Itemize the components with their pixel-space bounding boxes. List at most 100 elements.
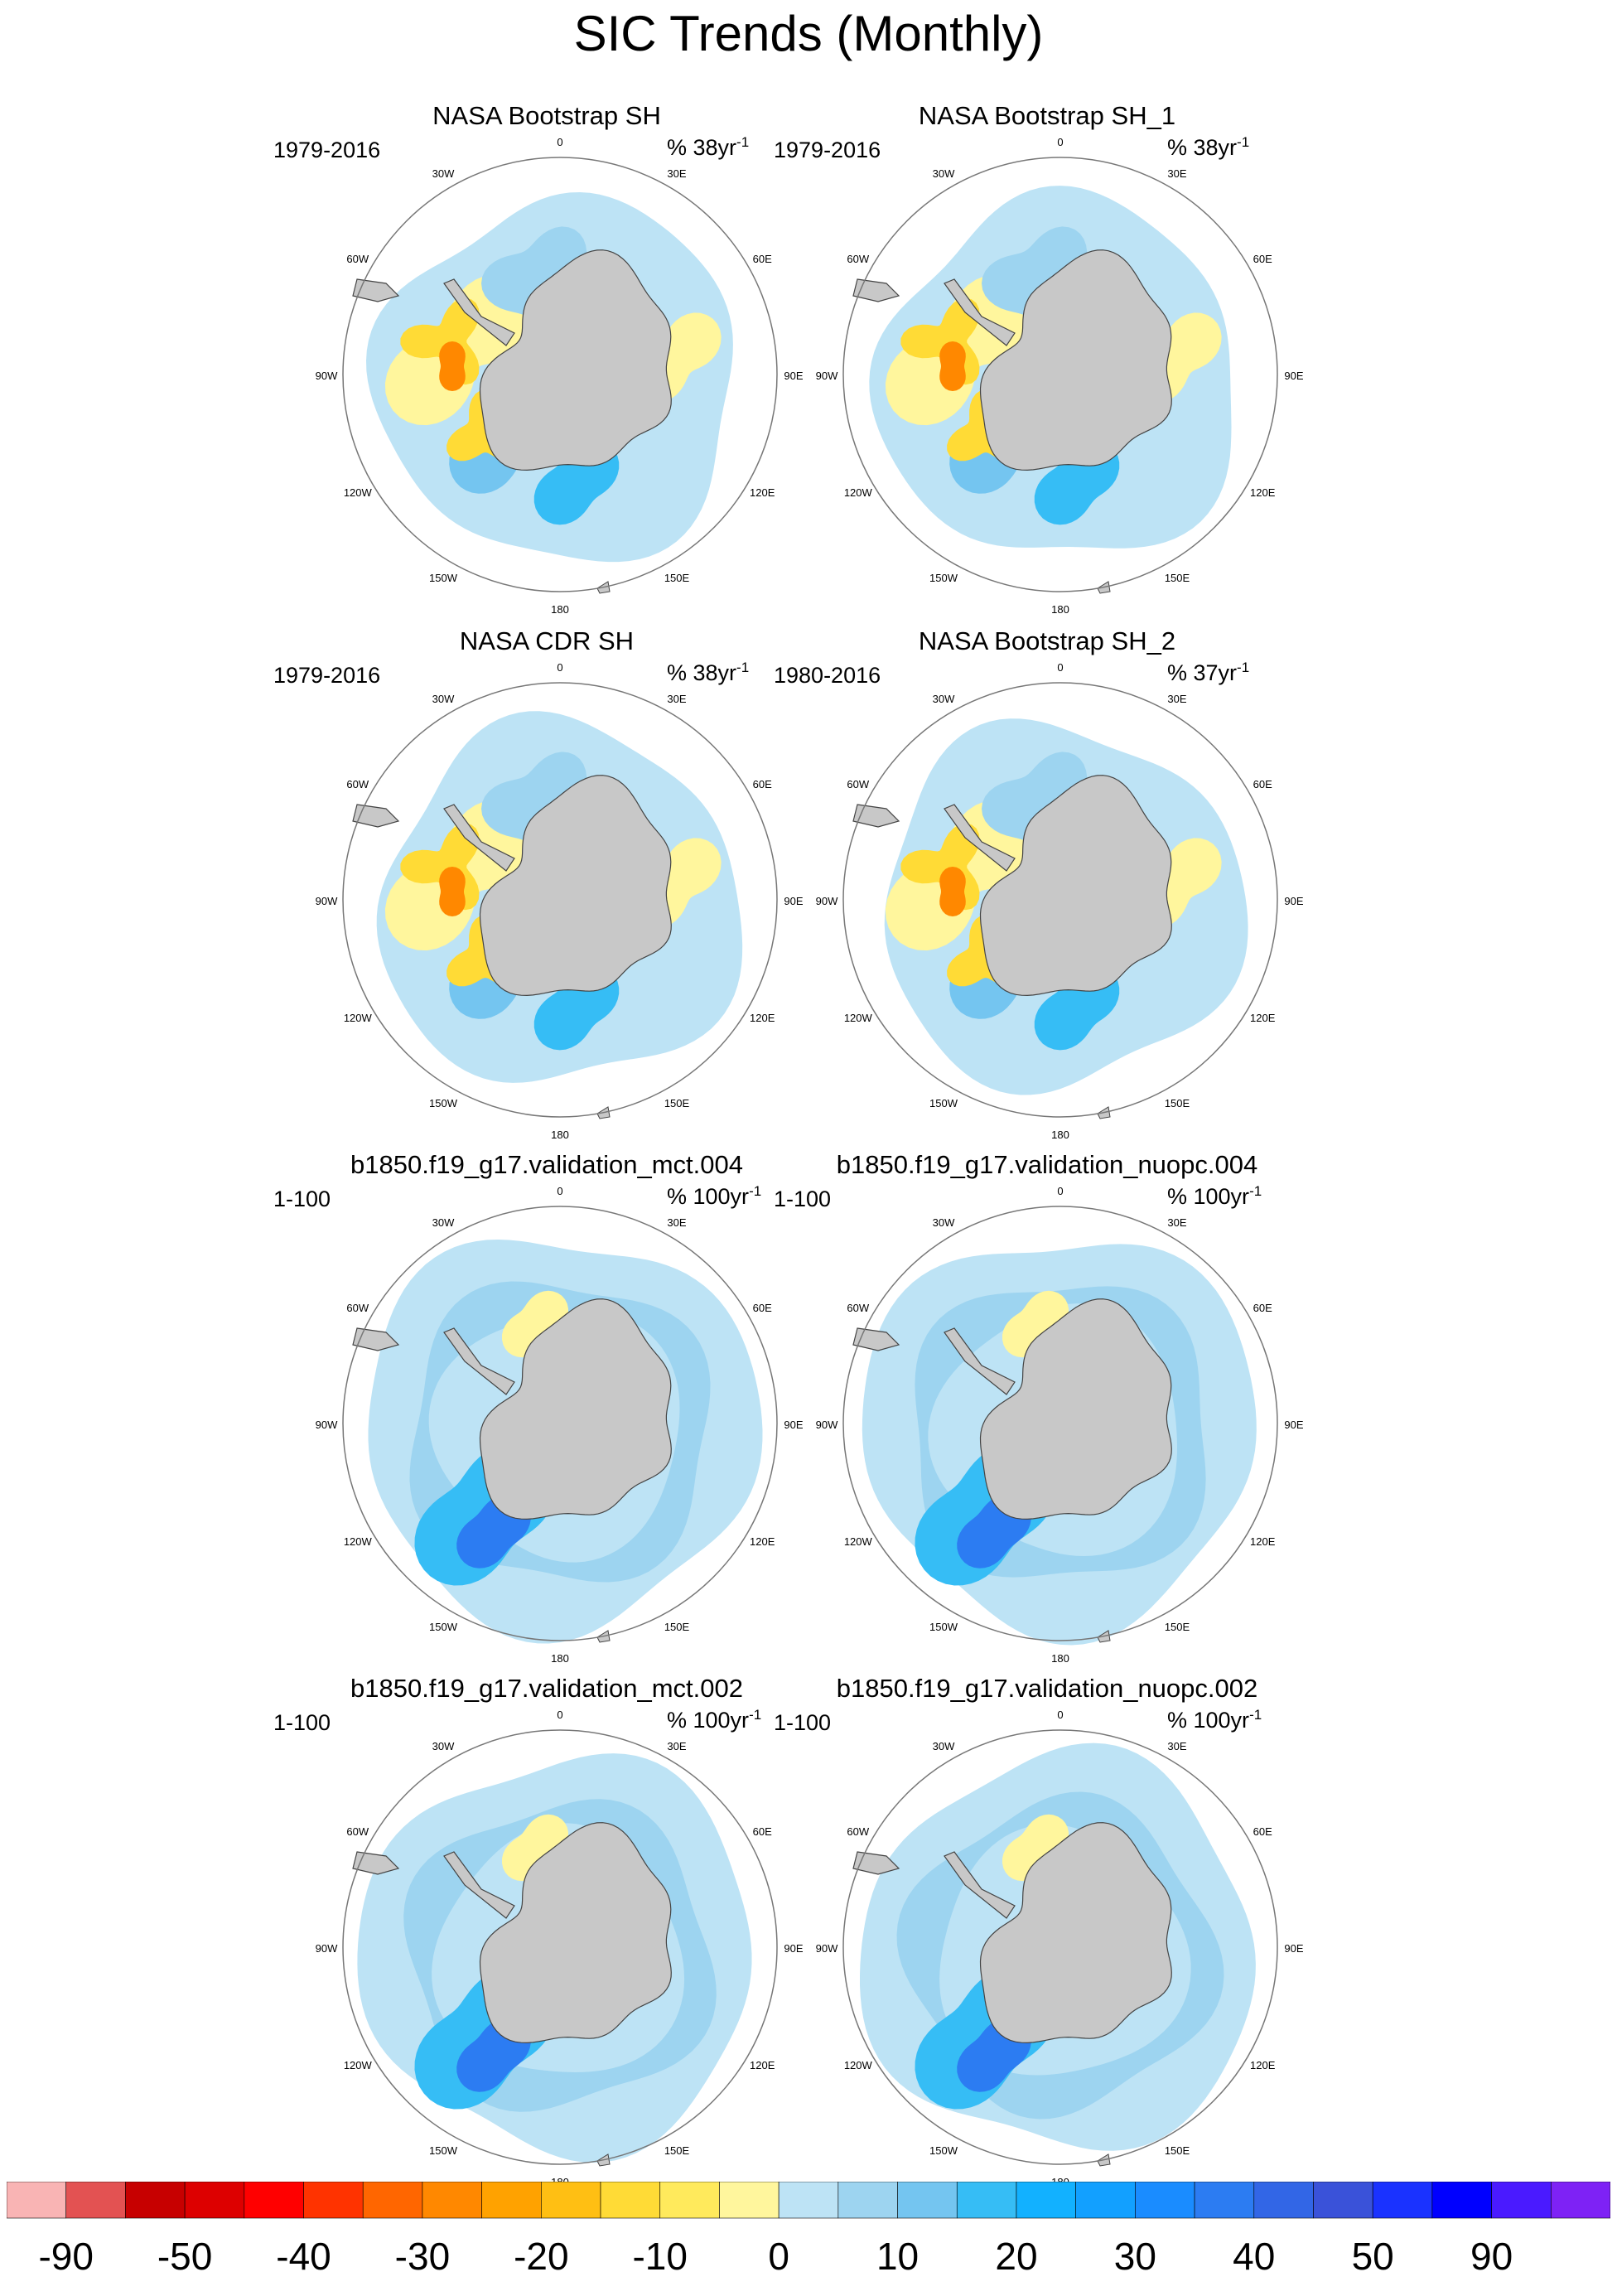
- panel-period: 1-100: [774, 1187, 832, 1211]
- colorbar-box: [897, 2182, 958, 2219]
- antarctica-landmass: [979, 1822, 1172, 2044]
- map-boundary: [842, 1729, 1278, 2165]
- south-america-tip: [852, 804, 900, 828]
- colorbar-box: [7, 2182, 66, 2219]
- antarctic-peninsula: [944, 804, 1016, 872]
- map-panel: b1850.f19_g17.validation_nuopc.002 1-100%…: [691, 1674, 1403, 2196]
- colorbar-tick-label: 10: [876, 2235, 920, 2278]
- panel-title: NASA Bootstrap SH: [432, 101, 661, 130]
- colorbar-box: [1431, 2182, 1492, 2219]
- panel-period: 1980-2016: [774, 663, 881, 688]
- trend-strong-positive-area: [939, 341, 966, 391]
- south-america-tip: [352, 804, 400, 828]
- longitude-label: 30W: [432, 1216, 455, 1229]
- colorbar-tick-label: 50: [1351, 2235, 1394, 2278]
- antarctic-peninsula: [443, 1327, 515, 1395]
- longitude-label: 120W: [844, 1012, 873, 1024]
- units-exponent: -1: [1237, 134, 1250, 150]
- colorbar-box: [1135, 2182, 1195, 2219]
- map-boundary: [842, 682, 1278, 1118]
- map-panel: NASA Bootstrap SH_1 1979-2016% 38yr-1 0 30E…: [691, 101, 1403, 623]
- panel-period: 1-100: [273, 1710, 331, 1735]
- colorbar-tick-label: -40: [276, 2235, 331, 2278]
- longitude-label: 30W: [933, 167, 955, 180]
- longitude-label: 60E: [1253, 778, 1272, 790]
- longitude-label: 60W: [847, 1825, 869, 1838]
- south-america-tip: [352, 1327, 400, 1351]
- antarctic-peninsula: [443, 1851, 515, 1919]
- colorbar-box: [1075, 2182, 1136, 2219]
- longitude-label: 60W: [346, 1825, 369, 1838]
- trend-strong-positive-area: [439, 341, 466, 391]
- longitude-label: 30W: [432, 693, 455, 705]
- panel-period: 1979-2016: [273, 138, 381, 162]
- longitude-label: 90E: [1284, 895, 1303, 907]
- longitude-label: 150W: [429, 572, 458, 584]
- longitude-label: 90E: [1284, 1942, 1303, 1955]
- units-exponent: -1: [1237, 660, 1250, 675]
- longitude-label: 60E: [1253, 1825, 1272, 1838]
- longitude-label: 60E: [753, 778, 772, 790]
- colorbar-box: [125, 2182, 186, 2219]
- antarctica-landmass: [479, 1822, 672, 2044]
- colorbar-tick-label: 90: [1470, 2235, 1513, 2278]
- longitude-label: 60E: [1253, 1302, 1272, 1314]
- longitude-label: 90E: [784, 895, 803, 907]
- units-text: % 38yr: [1167, 135, 1238, 160]
- longitude-label: 120W: [844, 2059, 873, 2071]
- colorbar: [7, 2182, 1610, 2219]
- panel-title: b1850.f19_g17.validation_mct.002: [350, 1674, 743, 1703]
- units-exponent: -1: [736, 134, 750, 150]
- panel-title: NASA Bootstrap SH_1: [918, 101, 1176, 130]
- longitude-label: 180: [1051, 1129, 1069, 1141]
- longitude-label: 90W: [316, 1942, 338, 1955]
- longitude-label: 30E: [1167, 167, 1186, 180]
- longitude-label: 30E: [1167, 1216, 1186, 1229]
- longitude-label: 30E: [667, 1216, 686, 1229]
- longitude-label: 60E: [753, 1825, 772, 1838]
- panel-title: NASA CDR SH: [459, 626, 635, 655]
- longitude-label: 30E: [667, 693, 686, 705]
- units-text: % 100yr: [667, 1184, 750, 1209]
- colorbar-box: [1551, 2182, 1610, 2219]
- longitude-label: 120E: [750, 1535, 775, 1548]
- longitude-label: 150W: [429, 1621, 458, 1633]
- colorbar-box: [65, 2182, 126, 2219]
- longitude-label: 60W: [847, 253, 869, 265]
- longitude-label: 150W: [429, 2144, 458, 2157]
- trend-strong-positive-area: [439, 867, 466, 916]
- colorbar-tick-label: -50: [157, 2235, 213, 2278]
- map-panel: b1850.f19_g17.validation_mct.002 1-100 % 1…: [191, 1674, 903, 2196]
- longitude-label: 30W: [432, 167, 455, 180]
- colorbar-tick-label: 30: [1113, 2235, 1156, 2278]
- longitude-label: 0: [557, 1709, 562, 1721]
- antarctica-landmass: [979, 249, 1172, 471]
- longitude-label: 150W: [429, 1097, 458, 1109]
- panel-title: b1850.f19_g17.validation_mct.004: [350, 1150, 743, 1179]
- antarctica-landmass: [979, 775, 1172, 997]
- longitude-label: 30E: [1167, 693, 1186, 705]
- panel-title: NASA Bootstrap SH_2: [918, 626, 1176, 655]
- longitude-label: 30E: [667, 1740, 686, 1752]
- longitude-label: 60E: [1253, 253, 1272, 265]
- colorbar-box: [837, 2182, 898, 2219]
- longitude-label: 120E: [750, 2059, 775, 2071]
- longitude-label: 90E: [1284, 370, 1303, 382]
- colorbar-box: [1372, 2182, 1433, 2219]
- colorbar-box: [1194, 2182, 1255, 2219]
- trend-positive-area: [1002, 1814, 1069, 1882]
- longitude-label: 120E: [1250, 1535, 1276, 1548]
- units-exponent: -1: [749, 1707, 762, 1723]
- colorbar-box: [600, 2182, 661, 2219]
- longitude-label: 120E: [1250, 486, 1276, 499]
- trend-positive-area: [502, 1814, 568, 1882]
- longitude-label: 150E: [664, 1097, 690, 1109]
- panel-period: 1979-2016: [774, 138, 881, 162]
- longitude-label: 60E: [753, 1302, 772, 1314]
- longitude-label: 180: [551, 1129, 569, 1141]
- map-panel: NASA CDR SH 1979-2016 % 38yr-1 0 30E 60E 90E 12…: [191, 626, 903, 1148]
